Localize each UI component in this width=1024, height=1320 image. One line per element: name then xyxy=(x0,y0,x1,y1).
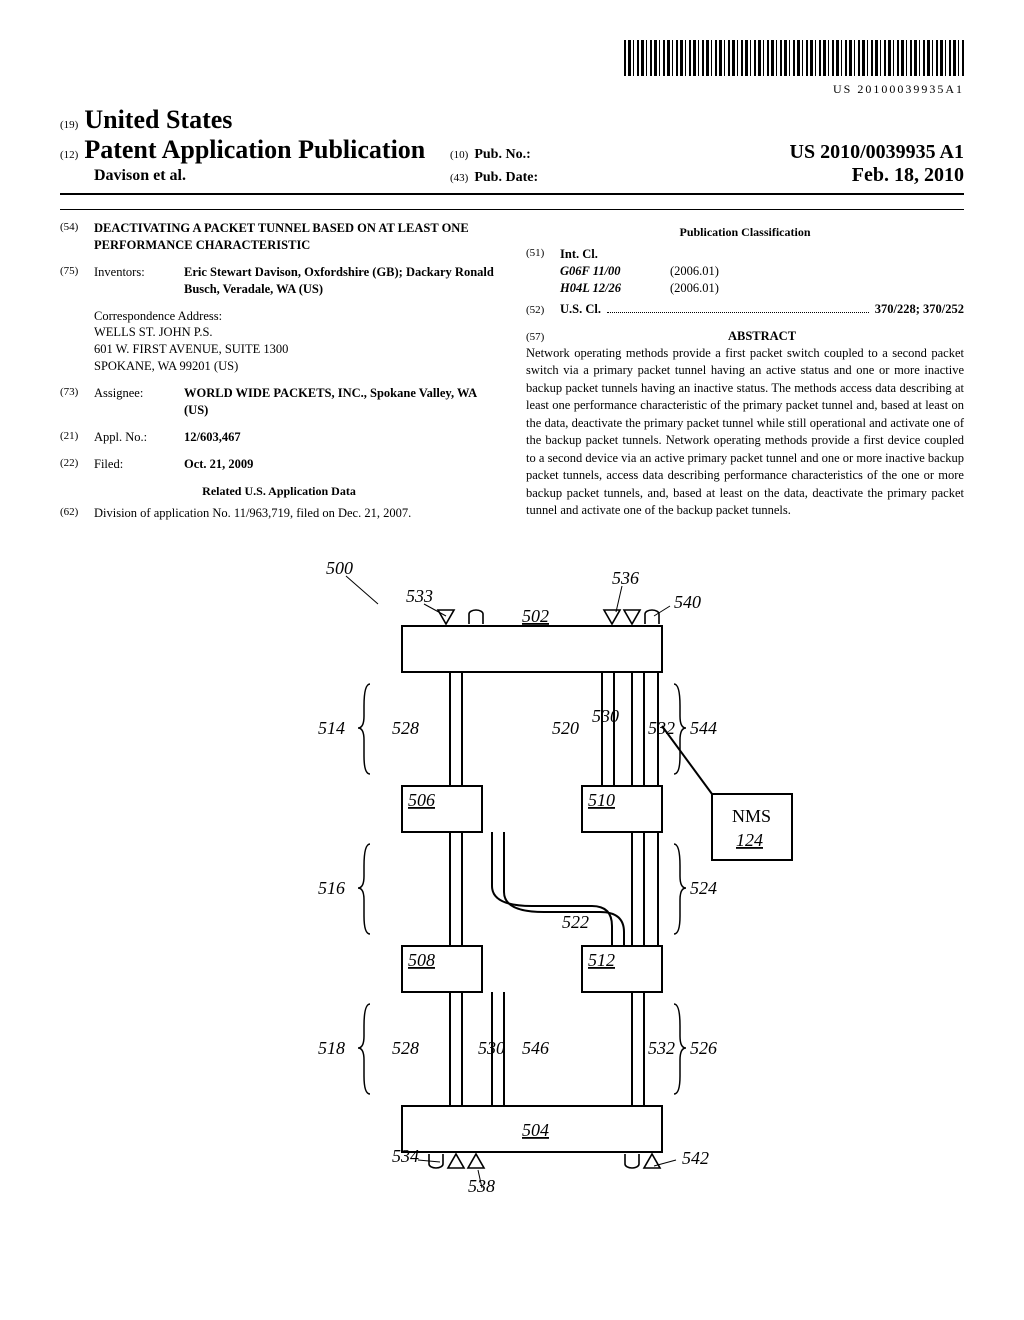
abstract-body: Network operating methods provide a firs… xyxy=(526,345,964,520)
uscl-body: 370/228; 370/252 xyxy=(875,301,964,318)
correspondence-line2: 601 W. FIRST AVENUE, SUITE 1300 xyxy=(94,341,498,358)
field-54-code: (54) xyxy=(60,220,94,254)
ref-514: 514 xyxy=(318,718,345,738)
field-21-code: (21) xyxy=(60,429,94,446)
country-code: (19) xyxy=(60,119,78,131)
ref-544: 544 xyxy=(690,718,717,738)
intcl-row-0: G06F 11/00 (2006.01) xyxy=(560,263,964,280)
header-rule-thin xyxy=(60,209,964,210)
invention-title: DEACTIVATING A PACKET TUNNEL BASED ON AT… xyxy=(94,220,498,254)
applno-label: Appl. No.: xyxy=(94,429,184,446)
ref-524: 524 xyxy=(690,878,717,898)
ref-516: 516 xyxy=(318,878,345,898)
ref-534: 534 xyxy=(392,1146,419,1166)
ref-528-a: 528 xyxy=(392,718,419,738)
barcode-block: US 20100039935A1 xyxy=(60,40,964,97)
pubclass-heading: Publication Classification xyxy=(526,224,964,240)
ref-528-b: 528 xyxy=(392,1038,419,1058)
field-62-code: (62) xyxy=(60,505,94,522)
ref-518: 518 xyxy=(318,1038,345,1058)
diagram-svg: 500 533 502 536 540 514 528 520 530 532 … xyxy=(192,556,832,1196)
ref-530-a: 530 xyxy=(592,706,619,726)
ref-510: 510 xyxy=(588,790,615,810)
uscl-label: U.S. Cl. xyxy=(560,301,601,318)
filed-body: Oct. 21, 2009 xyxy=(184,457,253,471)
field-22-code: (22) xyxy=(60,456,94,473)
correspondence-line1: WELLS ST. JOHN P.S. xyxy=(94,324,498,341)
intcl-row-1: H04L 12/26 (2006.01) xyxy=(560,280,964,297)
field-57-code: (57) xyxy=(526,330,560,345)
header-rule-thick xyxy=(60,193,964,195)
authors: Davison et al. xyxy=(94,167,450,185)
correspondence-block: Correspondence Address: WELLS ST. JOHN P… xyxy=(94,308,498,376)
intcl-date-1: (2006.01) xyxy=(670,280,719,297)
ref-522: 522 xyxy=(562,912,589,932)
field-51-code: (51) xyxy=(526,246,560,297)
nms-label: NMS xyxy=(732,806,771,826)
ref-526: 526 xyxy=(690,1038,717,1058)
figure-500: 500 533 502 536 540 514 528 520 530 532 … xyxy=(60,556,964,1196)
assignee-label: Assignee: xyxy=(94,385,184,419)
correspondence-label: Correspondence Address: xyxy=(94,308,498,325)
pubdate-code: (43) xyxy=(450,172,468,184)
country-name: United States xyxy=(84,105,232,135)
division-body: Division of application No. 11/963,719, … xyxy=(94,505,498,522)
ref-504: 504 xyxy=(522,1120,549,1140)
pubdate-value: Feb. 18, 2010 xyxy=(852,164,964,187)
header: (19) United States (12) Patent Applicati… xyxy=(60,105,964,187)
field-73-code: (73) xyxy=(60,385,94,419)
ref-536: 536 xyxy=(612,568,639,588)
pubdate-label: Pub. Date: xyxy=(474,170,538,186)
assignee-body: WORLD WIDE PACKETS, INC., Spokane Valley… xyxy=(184,386,476,417)
barcode-number: US 20100039935A1 xyxy=(60,82,964,97)
ref-532-b: 532 xyxy=(648,1038,675,1058)
doc-type: Patent Application Publication xyxy=(84,135,425,165)
related-data-heading: Related U.S. Application Data xyxy=(60,483,498,499)
uscl-dots xyxy=(607,311,869,313)
nms-num: 124 xyxy=(736,830,763,850)
pubno-label: Pub. No.: xyxy=(474,147,530,163)
ref-540: 540 xyxy=(674,592,701,612)
intcl-date-0: (2006.01) xyxy=(670,263,719,280)
ref-508: 508 xyxy=(408,950,435,970)
ref-538: 538 xyxy=(468,1176,495,1196)
ref-512: 512 xyxy=(588,950,615,970)
field-75-code: (75) xyxy=(60,264,94,298)
right-column: Publication Classification (51) Int. Cl.… xyxy=(526,220,964,532)
ref-533: 533 xyxy=(406,586,433,606)
filed-label: Filed: xyxy=(94,456,184,473)
intcl-label: Int. Cl. xyxy=(560,246,964,263)
left-column: (54) DEACTIVATING A PACKET TUNNEL BASED … xyxy=(60,220,498,532)
field-52-code: (52) xyxy=(526,303,560,318)
inventors-label: Inventors: xyxy=(94,264,184,298)
abstract-label: ABSTRACT xyxy=(560,328,964,345)
barcode-graphic xyxy=(624,40,964,76)
ref-506: 506 xyxy=(408,790,435,810)
bibliographic-body: (54) DEACTIVATING A PACKET TUNNEL BASED … xyxy=(60,220,964,532)
ref-532-a: 532 xyxy=(648,718,675,738)
ref-520: 520 xyxy=(552,718,579,738)
ref-530-b: 530 xyxy=(478,1038,505,1058)
ref-546: 546 xyxy=(522,1038,549,1058)
correspondence-line3: SPOKANE, WA 99201 (US) xyxy=(94,358,498,375)
inventors-body: Eric Stewart Davison, Oxfordshire (GB); … xyxy=(184,265,494,296)
ref-542: 542 xyxy=(682,1148,709,1168)
pubno-code: (10) xyxy=(450,149,468,161)
intcl-code-0: G06F 11/00 xyxy=(560,263,670,280)
ref-502: 502 xyxy=(522,606,549,626)
doc-type-code: (12) xyxy=(60,149,78,161)
ref-500: 500 xyxy=(326,558,353,578)
applno-body: 12/603,467 xyxy=(184,430,241,444)
intcl-code-1: H04L 12/26 xyxy=(560,280,670,297)
pubno-value: US 2010/0039935 A1 xyxy=(790,141,964,164)
